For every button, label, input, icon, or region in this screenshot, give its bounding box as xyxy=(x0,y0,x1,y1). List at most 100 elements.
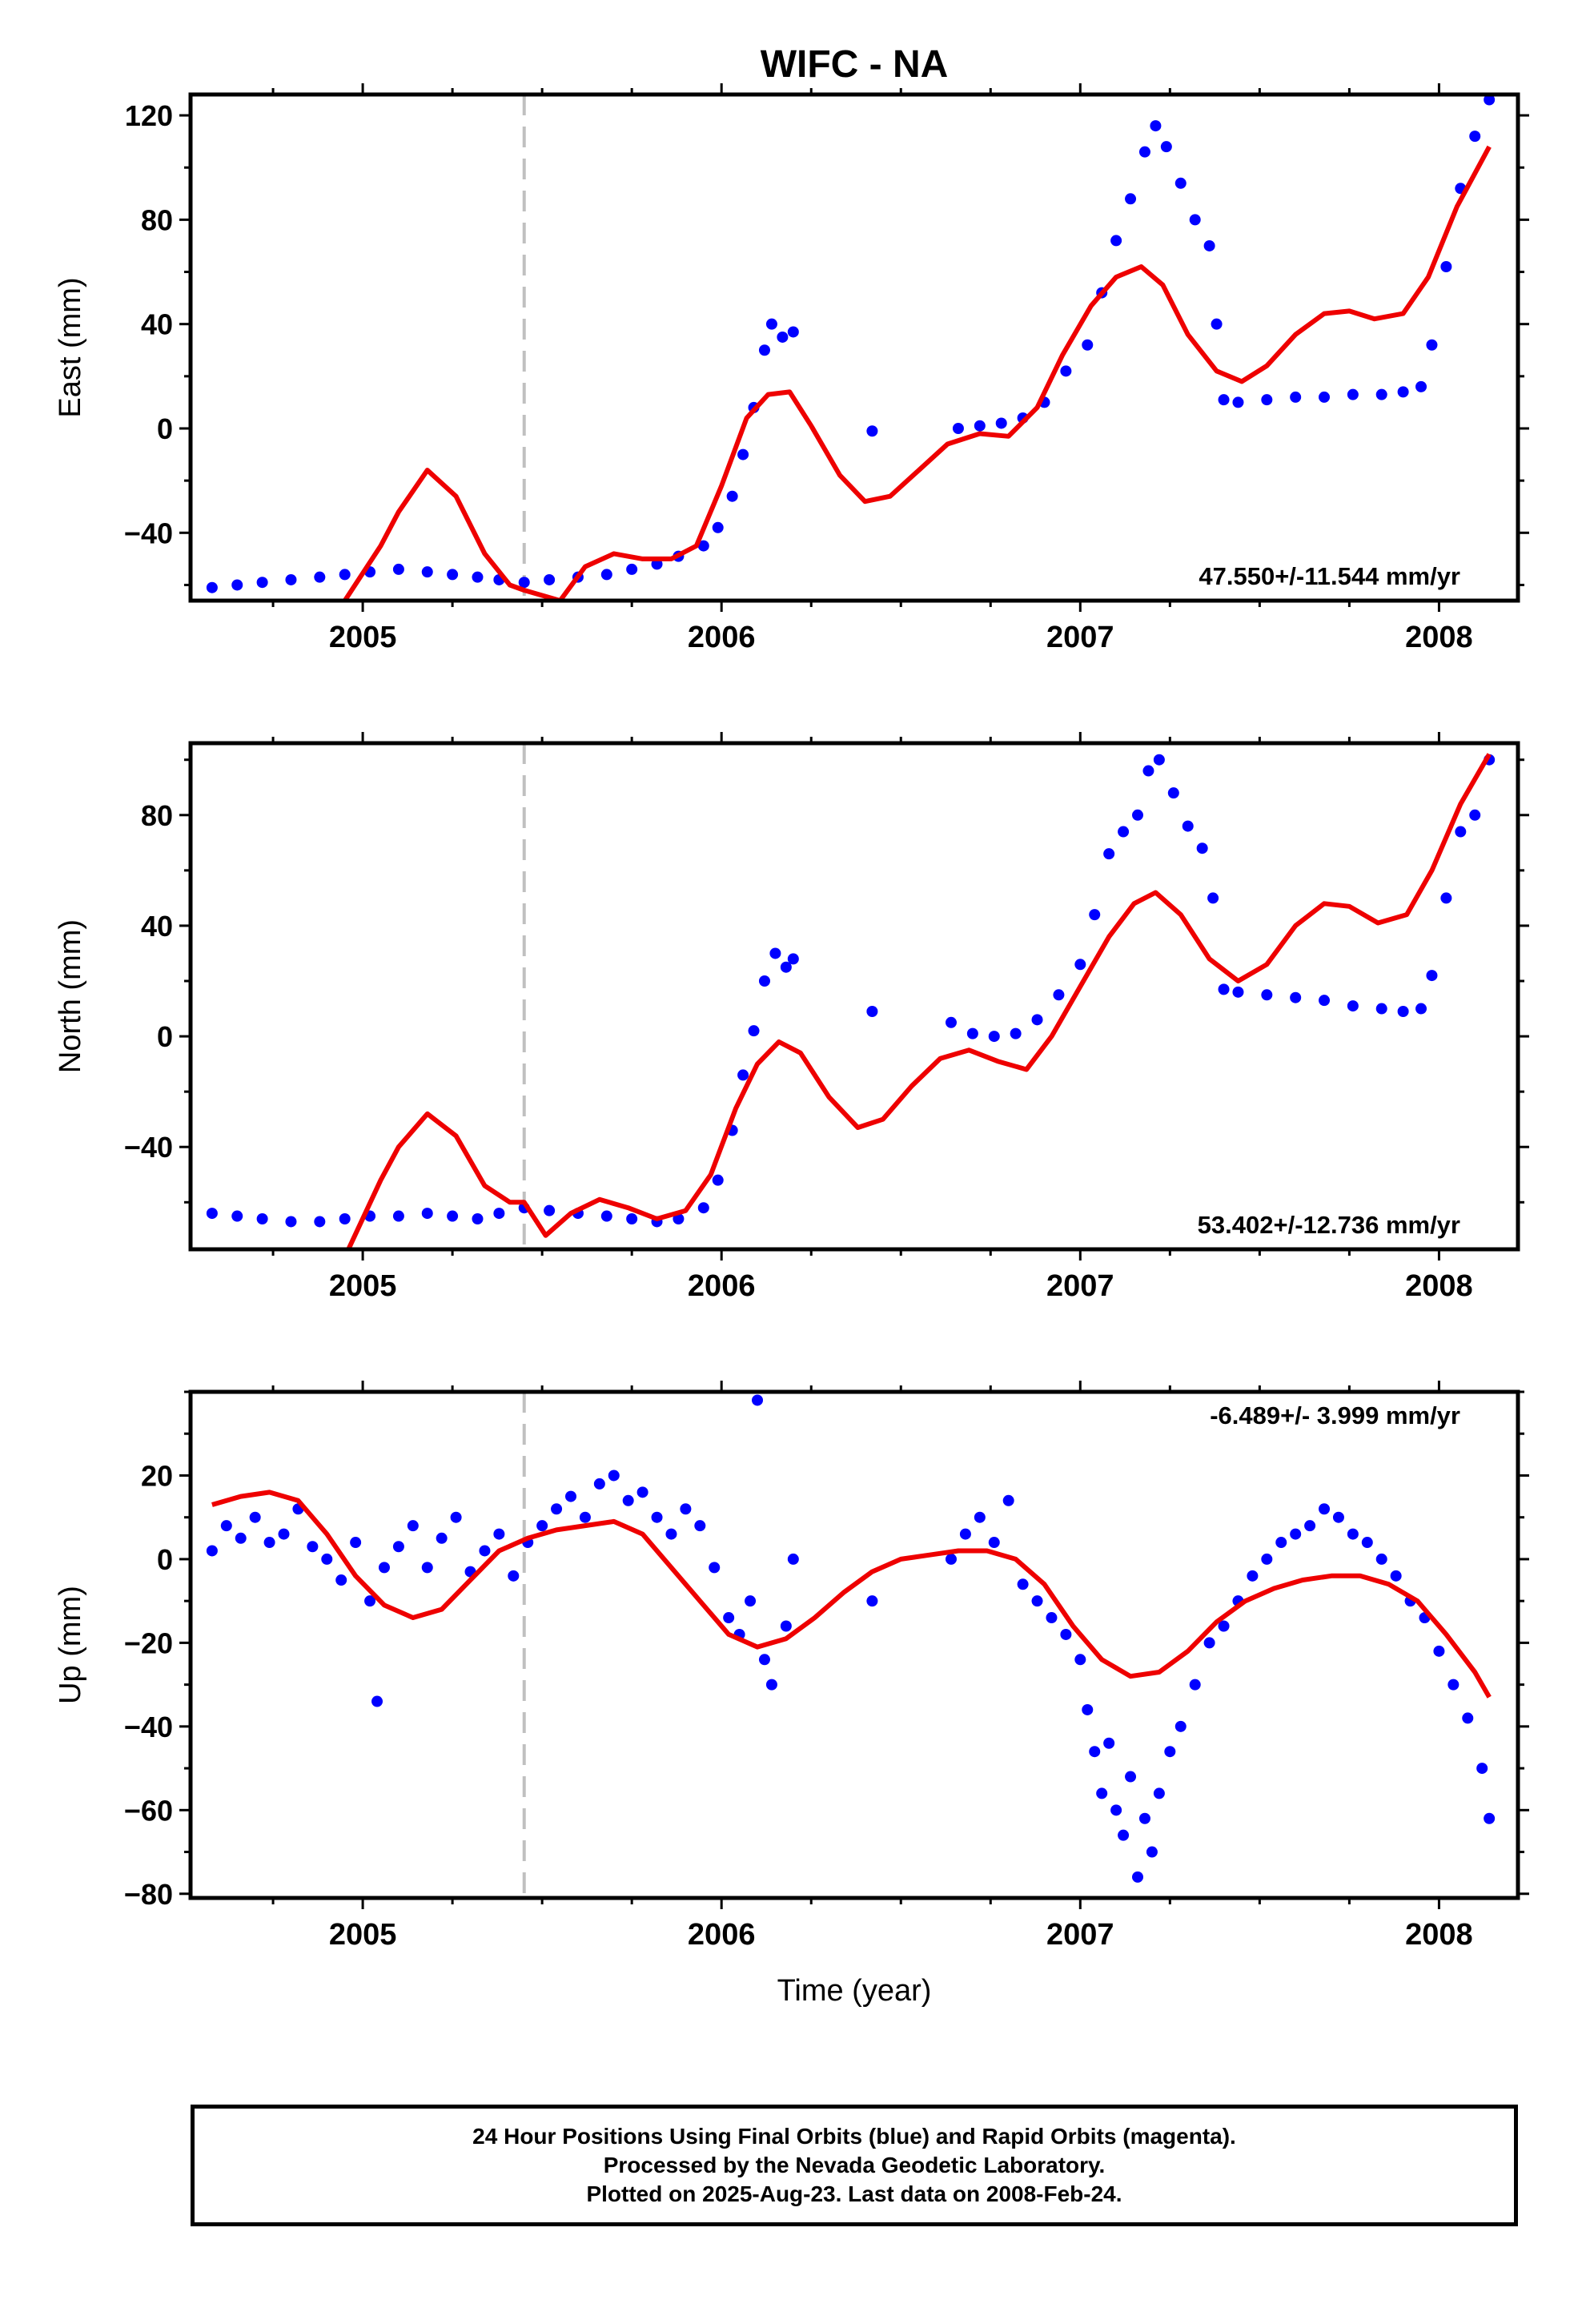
observation-point xyxy=(974,420,986,432)
model-curve xyxy=(346,753,1492,1249)
observation-point xyxy=(1304,1520,1316,1532)
footer-line-3: Plotted on 2025-Aug-23. Last data on 200… xyxy=(586,2181,1122,2206)
plot-area xyxy=(206,743,1496,1249)
observation-point xyxy=(1203,1637,1215,1649)
observation-point xyxy=(1290,1528,1302,1540)
observation-point xyxy=(339,569,351,581)
y-tick-label: 0 xyxy=(157,1020,173,1053)
observation-point xyxy=(1218,1620,1230,1632)
observation-point xyxy=(726,490,738,502)
observation-point xyxy=(1332,1511,1344,1523)
model-curve xyxy=(211,1490,1492,1699)
observation-point xyxy=(1319,391,1331,403)
observation-point xyxy=(1469,131,1481,143)
observation-point xyxy=(472,1213,484,1225)
observation-point xyxy=(988,1537,1000,1549)
y-tick-label: −20 xyxy=(124,1626,173,1659)
observation-point xyxy=(1010,1027,1022,1039)
observation-point xyxy=(1440,261,1452,273)
observation-point xyxy=(447,569,459,581)
velocity-rate-label: 53.402+/-12.736 mm/yr xyxy=(1198,1211,1460,1239)
x-tick-label: 2006 xyxy=(688,1269,756,1303)
model-curve xyxy=(343,145,1492,601)
observation-point xyxy=(493,1528,505,1540)
observation-point xyxy=(1031,1595,1043,1607)
observation-point xyxy=(694,1520,706,1532)
y-tick-label: 40 xyxy=(141,308,173,341)
observation-point xyxy=(364,1595,376,1607)
observation-point xyxy=(314,1216,326,1228)
y-axis-label: East (mm) xyxy=(54,277,87,417)
observation-point xyxy=(1110,1804,1122,1816)
observation-point xyxy=(1096,1787,1108,1799)
observation-point xyxy=(1426,970,1438,982)
observation-point xyxy=(1082,1703,1094,1715)
observation-point xyxy=(745,1595,757,1607)
observation-point xyxy=(447,1210,459,1222)
velocity-rate-label: -6.489+/- 3.999 mm/yr xyxy=(1210,1401,1460,1429)
observation-point xyxy=(709,1562,721,1574)
observation-point xyxy=(1247,1570,1259,1582)
x-tick-label: 2008 xyxy=(1405,1918,1473,1952)
observation-point xyxy=(1375,1003,1387,1015)
observation-point xyxy=(1150,120,1162,132)
observation-point xyxy=(1189,214,1201,226)
observation-point xyxy=(1415,1003,1427,1015)
observation-point xyxy=(780,1620,792,1632)
observation-point xyxy=(600,569,612,581)
observation-point xyxy=(752,1394,764,1406)
observation-point xyxy=(1103,848,1115,860)
observation-point xyxy=(421,1562,433,1574)
observation-point xyxy=(758,1654,770,1666)
observation-point xyxy=(1319,995,1331,1007)
footer-info-box: 24 Hour Positions Using Final Orbits (bl… xyxy=(191,2105,1518,2226)
observation-point xyxy=(407,1520,419,1532)
observation-point xyxy=(1347,1528,1359,1540)
observation-point xyxy=(392,563,404,575)
observation-point xyxy=(285,1216,297,1228)
observation-point xyxy=(378,1562,390,1574)
observation-point xyxy=(945,1553,957,1565)
y-tick-label: 40 xyxy=(141,910,173,943)
observation-point xyxy=(1118,826,1130,838)
x-tick-label: 2005 xyxy=(329,1918,397,1952)
observation-point xyxy=(1476,1763,1488,1775)
plot-frame xyxy=(188,741,1520,1252)
y-tick-label: −40 xyxy=(124,517,173,549)
x-tick-label: 2007 xyxy=(1046,621,1114,654)
observation-point xyxy=(235,1532,247,1544)
x-tick-label: 2006 xyxy=(688,621,756,654)
observation-point xyxy=(1196,842,1208,854)
observation-point xyxy=(1138,146,1150,158)
observation-point xyxy=(1455,826,1467,838)
observation-point xyxy=(712,1174,724,1186)
observation-point xyxy=(256,1213,268,1225)
figure-title: WIFC - NA xyxy=(761,43,949,86)
x-tick-label: 2007 xyxy=(1046,1918,1114,1952)
plot-area xyxy=(206,94,1496,601)
observation-point xyxy=(723,1612,735,1624)
observation-point xyxy=(608,1470,620,1482)
panel-up: 2005 2006 2007 2008 −80 −60 −40 −20 0 20 Up (mm) Ti… xyxy=(54,1381,1529,2008)
observation-point xyxy=(765,318,777,330)
observation-point xyxy=(1074,959,1086,971)
observation-point xyxy=(787,953,799,965)
plot-frame xyxy=(188,92,1520,603)
y-axis-label: Up (mm) xyxy=(54,1586,87,1704)
observation-point xyxy=(1046,1612,1058,1624)
observation-point xyxy=(1031,1014,1043,1026)
observation-point xyxy=(1462,1712,1474,1724)
observation-point xyxy=(1125,1771,1137,1783)
observation-point xyxy=(479,1545,491,1557)
observation-point xyxy=(636,1486,648,1498)
observation-point xyxy=(1002,1494,1014,1506)
observation-point xyxy=(737,448,749,460)
observation-point xyxy=(952,422,964,434)
observation-point xyxy=(680,1503,692,1515)
observation-point xyxy=(206,1208,218,1220)
observation-point xyxy=(1484,1812,1496,1824)
observation-point xyxy=(1232,396,1244,408)
observation-point xyxy=(231,1210,243,1222)
observation-point xyxy=(321,1553,333,1565)
plot-frame xyxy=(188,1389,1520,1900)
